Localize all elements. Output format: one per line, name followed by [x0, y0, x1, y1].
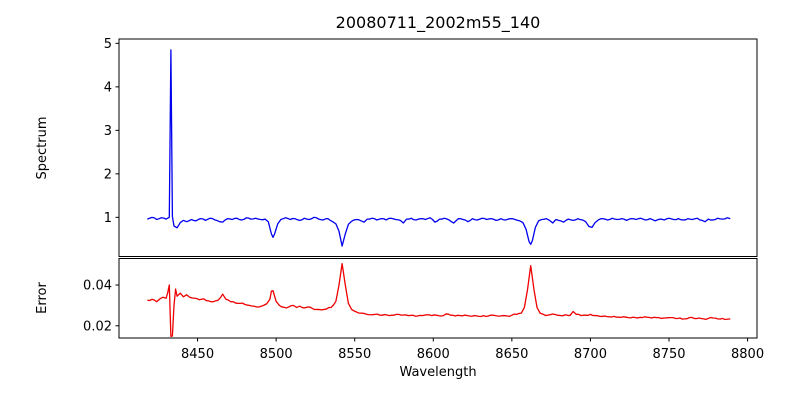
error-line	[147, 262, 731, 338]
y-tick-label: 3	[104, 124, 112, 139]
y-axis-label-spectrum: Spectrum	[35, 117, 50, 180]
chart-title: 20080711_2002m55_140	[336, 13, 541, 33]
x-tick-label: 8500	[260, 347, 293, 362]
plot-content: 1 2 3 4 5 0.02 0.04 8450 8500 8550 8600 8650 8700 875…	[83, 37, 764, 362]
x-axis-label: Wavelength	[399, 365, 476, 380]
y-tick-label: 1	[104, 211, 112, 226]
x-tick-label: 8550	[338, 347, 371, 362]
panel-frame-spectrum	[118, 38, 758, 257]
x-tick-label: 8750	[652, 347, 685, 362]
x-tick-label: 8450	[181, 347, 214, 362]
y-tick-label: 2	[104, 168, 112, 183]
x-tick-label: 8800	[731, 347, 764, 362]
y-tick-label: 5	[104, 37, 112, 52]
x-tick-label: 8650	[495, 347, 528, 362]
y-tick-label: 4	[104, 81, 112, 96]
x-tick-label: 8600	[417, 347, 450, 362]
y-axis-label-error: Error	[35, 282, 50, 314]
y-tick-label: 0.02	[83, 319, 112, 334]
x-tick-label: 8700	[574, 347, 607, 362]
y-tick-label: 0.04	[83, 279, 112, 294]
panel-frame-error	[118, 258, 758, 339]
spectrum-line	[147, 49, 731, 247]
